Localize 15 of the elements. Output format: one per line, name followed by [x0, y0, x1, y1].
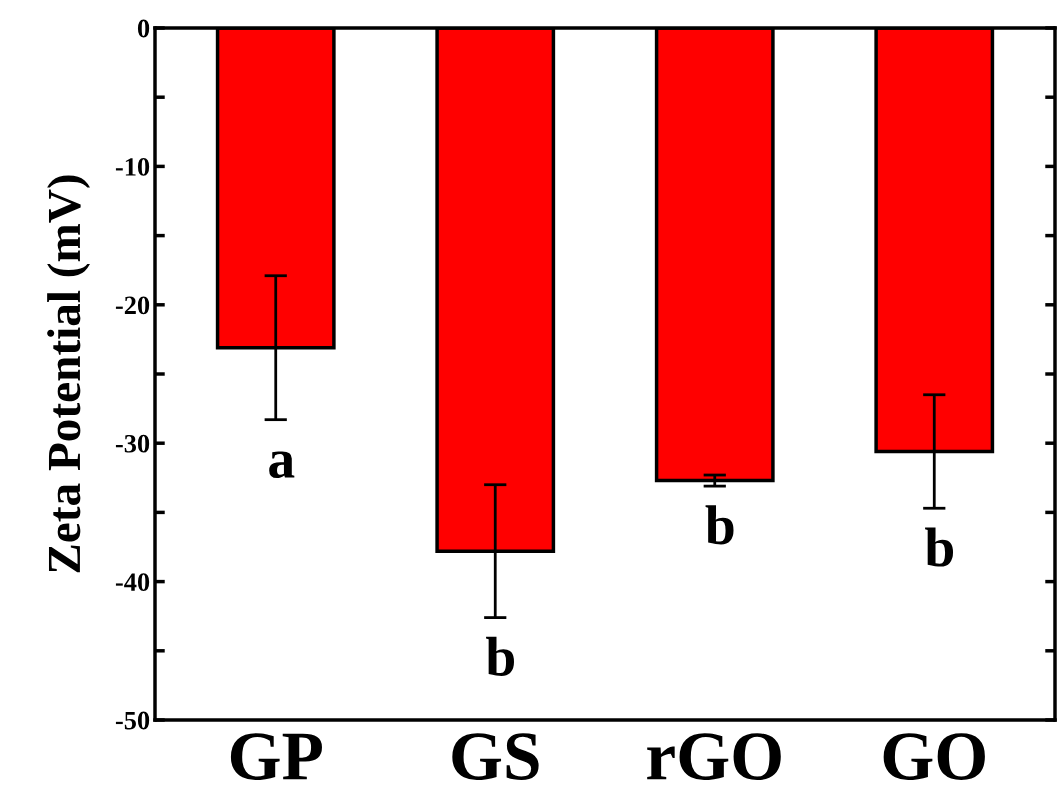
annotation: b [925, 527, 954, 567]
x-tick-label: GP [230, 733, 322, 780]
y-tick-label: -20 [115, 296, 150, 315]
y-tick-label: -10 [115, 158, 150, 176]
y-tick-label: -40 [115, 573, 150, 592]
y-tick-label: -30 [115, 434, 150, 453]
y-tick-label: 0 [137, 19, 150, 38]
x-tick-label: rGO [647, 733, 781, 780]
annotation: b [486, 636, 514, 676]
y-tick-label: -50 [115, 711, 150, 730]
y-axis-title: Zeta Potential (mV) [47, 175, 90, 573]
x-tick-label: GS [452, 733, 539, 780]
x-tick-label: GO [883, 733, 985, 780]
annotation: b [705, 505, 734, 545]
annotation: a [269, 451, 295, 479]
